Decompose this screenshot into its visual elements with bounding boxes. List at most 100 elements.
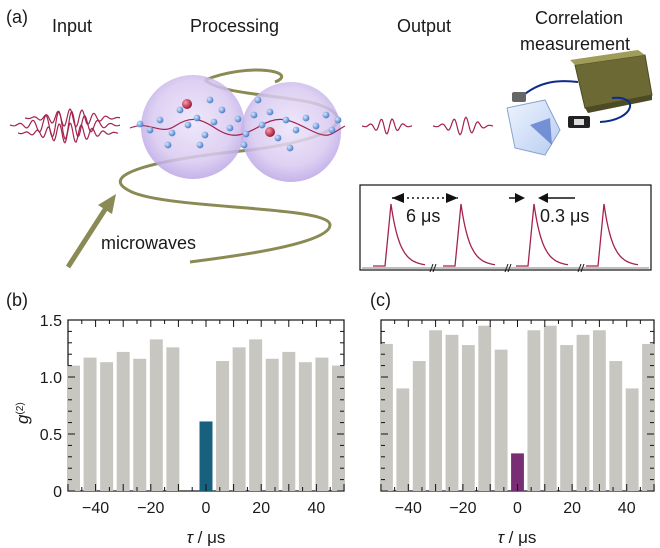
atom-18 (302, 114, 310, 122)
x-axis-label-c: τ / μs (498, 528, 537, 547)
atom-11 (242, 130, 250, 138)
bar-12 (576, 334, 590, 491)
bar-5 (149, 339, 163, 491)
atom-12 (250, 111, 258, 119)
ytick-label: 0.5 (40, 427, 62, 444)
bar-10 (232, 347, 246, 491)
ytick-label: 0 (53, 484, 62, 501)
inset-pulse-0 (373, 203, 426, 267)
microwaves-label: microwaves (101, 233, 196, 253)
ytick-label: 1.5 (40, 313, 62, 330)
bar-4 (445, 334, 459, 491)
xtick-label: 0 (513, 500, 522, 517)
atom-23 (196, 141, 204, 149)
bar-11 (560, 345, 574, 491)
excited-atom-1 (182, 99, 192, 109)
processing-label: Processing (190, 16, 279, 36)
atom-22 (164, 141, 172, 149)
bar-11 (249, 339, 263, 491)
bar-2 (412, 361, 426, 491)
atom-7 (210, 118, 218, 126)
bar-16 (642, 343, 655, 491)
bars-c (380, 325, 655, 491)
bar-15 (625, 388, 639, 491)
atom-10 (234, 115, 242, 123)
output-label: Output (397, 16, 451, 36)
inset-03us-label: 0.3 μs (540, 206, 589, 226)
correlation-detector (506, 50, 653, 156)
xtick-label: 20 (252, 500, 270, 517)
bar-0 (67, 365, 80, 491)
atom-27 (254, 96, 262, 104)
bar-3 (116, 351, 130, 491)
atom-26 (206, 96, 214, 104)
correlation-label-line2: measurement (520, 34, 630, 54)
atom-14 (266, 108, 274, 116)
bar-3 (429, 330, 443, 491)
bar-9 (527, 330, 541, 491)
output-wave-packets (361, 116, 494, 136)
atom-21 (328, 126, 336, 134)
ytick-label: 1.0 (40, 370, 62, 387)
xtick-label: −20 (449, 500, 476, 517)
atom-15 (274, 134, 282, 142)
atom-1 (156, 116, 164, 124)
inset-pulse-3 (586, 203, 639, 267)
atom-ensemble-spheres (141, 75, 341, 182)
inset-pulse-2 (516, 203, 569, 267)
xtick-label: 40 (308, 500, 326, 517)
chart-panel-b: (b) g(2) −40 −20 0 20 40 0 0.5 1.0 1.5 τ / μs (6, 290, 345, 547)
bar-8 (511, 453, 524, 491)
atom-20 (322, 111, 330, 119)
bar-15 (315, 357, 329, 491)
xtick-label: −40 (395, 500, 422, 517)
atom-4 (184, 121, 192, 129)
bar-13 (282, 351, 296, 491)
panel-a-label: (a) (6, 7, 28, 27)
bar-5 (461, 345, 475, 491)
ticks-b: −40 −20 0 20 40 0 0.5 1.0 1.5 (40, 313, 345, 517)
panel-b-label: (b) (6, 290, 28, 310)
y-axis-label: g(2) (13, 402, 32, 424)
bar-12 (265, 358, 279, 491)
input-wave-packets (9, 108, 121, 144)
bar-14 (298, 362, 312, 491)
atom-17 (292, 126, 300, 134)
atom-24 (240, 141, 248, 149)
atom-28 (136, 120, 144, 128)
bar-4 (133, 358, 147, 491)
bar-14 (609, 361, 623, 491)
atom-29 (334, 116, 342, 124)
bar-16 (331, 365, 345, 491)
atom-25 (286, 144, 294, 152)
ticks-c: −40 −20 0 20 40 (380, 319, 655, 517)
xtick-label: 40 (618, 500, 636, 517)
atom-3 (176, 106, 184, 114)
excited-atom-2 (265, 127, 275, 137)
atom-8 (218, 106, 226, 114)
inset-6us-label: 6 μs (406, 206, 440, 226)
input-label: Input (52, 16, 92, 36)
bar-6 (478, 325, 492, 491)
inset-pulse-1 (443, 203, 496, 267)
panel-a-schematic: (a) Input Processing Output Correlation … (6, 7, 653, 273)
atoms (136, 96, 342, 152)
bar-7 (494, 349, 508, 491)
atom-9 (226, 124, 234, 132)
microwaves-arrow (65, 194, 116, 269)
bar-9 (216, 361, 230, 491)
bar-6 (166, 347, 180, 491)
chart-panel-c: (c) −40 −20 0 20 40 τ / μs (370, 290, 655, 547)
xtick-label: −40 (82, 500, 109, 517)
bar-1 (83, 357, 97, 491)
pulse-train-inset: 6 μs 0.3 μs (359, 184, 652, 273)
bar-0 (380, 343, 393, 491)
atom-13 (258, 121, 266, 129)
xtick-label: −20 (137, 500, 164, 517)
bar-8 (199, 421, 213, 491)
bar-10 (543, 325, 557, 491)
correlation-label-line1: Correlation (535, 8, 623, 28)
atom-19 (312, 122, 320, 130)
bar-13 (592, 330, 606, 491)
